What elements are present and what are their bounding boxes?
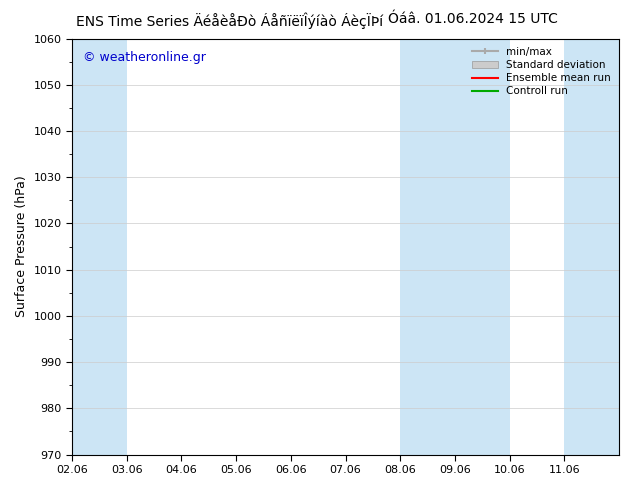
Text: Óáâ. 01.06.2024 15 UTC: Óáâ. 01.06.2024 15 UTC bbox=[388, 12, 558, 26]
Legend: min/max, Standard deviation, Ensemble mean run, Controll run: min/max, Standard deviation, Ensemble me… bbox=[469, 44, 614, 99]
Text: ENS Time Series ÄéåèåÐò ÁåñïëïÎýíàò ÁèçÏÞí: ENS Time Series ÄéåèåÐò ÁåñïëïÎýíàò ÁèçÏ… bbox=[76, 12, 383, 29]
Bar bbox=[564, 39, 619, 455]
Bar bbox=[400, 39, 510, 455]
Y-axis label: Surface Pressure (hPa): Surface Pressure (hPa) bbox=[15, 176, 28, 318]
Bar bbox=[72, 39, 127, 455]
Text: © weatheronline.gr: © weatheronline.gr bbox=[83, 51, 206, 64]
